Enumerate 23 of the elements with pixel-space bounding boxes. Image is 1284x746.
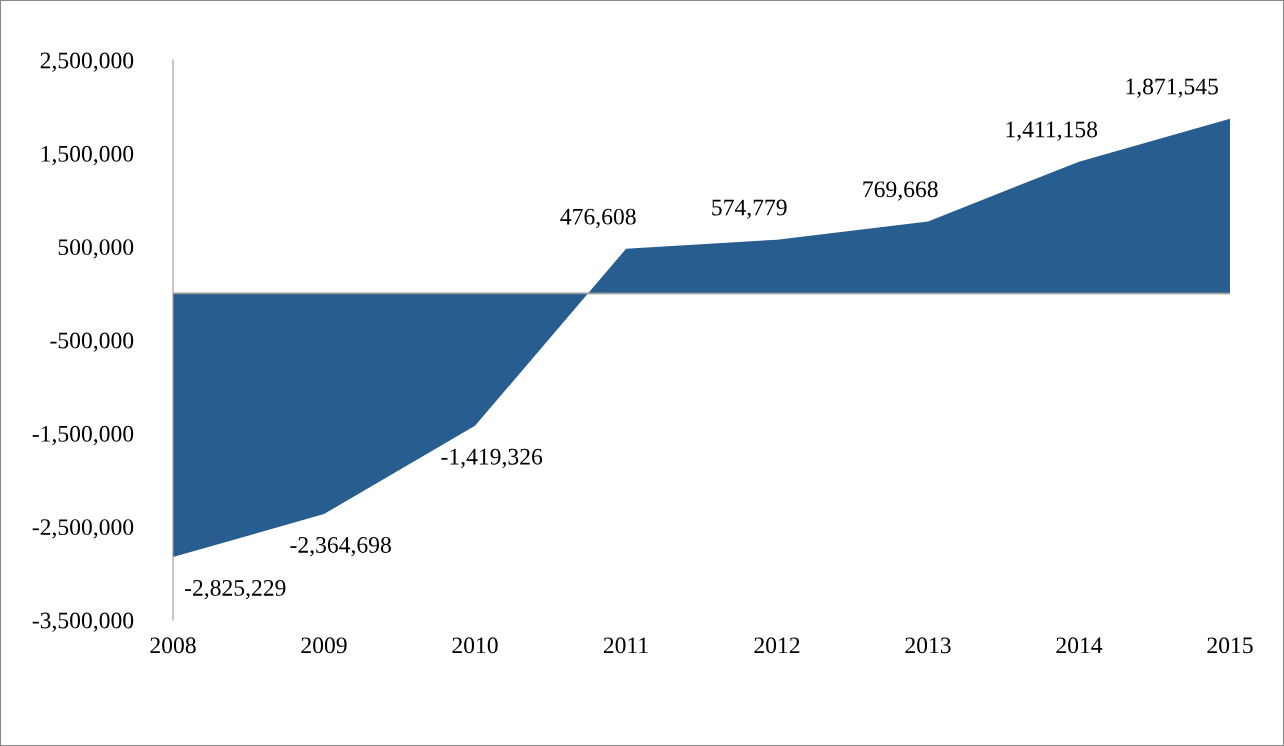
x-tick-label: 2015 — [1207, 637, 1253, 654]
x-tick-label: 2013 — [905, 637, 951, 654]
y-tick-label: 2,500,000 — [40, 52, 134, 72]
data-label: 769,668 — [863, 181, 938, 201]
x-tick-label: 2014 — [1056, 637, 1103, 654]
data-label: -1,419,326 — [441, 448, 543, 469]
x-tick-label: 2010 — [452, 637, 498, 654]
data-label: -2,825,229 — [184, 579, 286, 600]
x-tick-label: 2009 — [301, 637, 347, 654]
x-tick-label: 2008 — [150, 637, 196, 654]
y-tick-label: 500,000 — [58, 239, 134, 259]
y-tick-label: -1,500,000 — [32, 425, 134, 446]
y-tick-label: -500,000 — [50, 332, 134, 352]
y-tick-label: -2,500,000 — [32, 519, 134, 539]
x-tick-label: 2012 — [754, 637, 800, 654]
data-label: 1,411,158 — [1006, 121, 1098, 141]
x-tick-label: 2011 — [603, 637, 648, 654]
data-label: 1,871,545 — [1126, 78, 1218, 98]
y-tick-label: 1,500,000 — [41, 145, 134, 166]
y-tick-label: -3,500,000 — [32, 612, 134, 632]
data-label: 574,779 — [712, 199, 787, 219]
data-label: 476,608 — [560, 208, 636, 229]
data-label: -2,364,698 — [290, 536, 391, 557]
